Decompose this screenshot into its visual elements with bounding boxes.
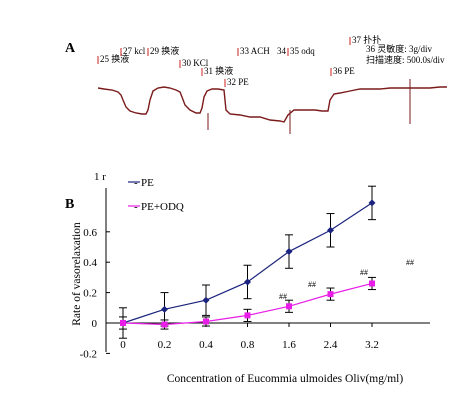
significance-marker: ## (279, 292, 287, 301)
significance-marker: ## (406, 258, 414, 267)
x-tick-label: 0.8 (241, 339, 255, 351)
legend: - PE - PE+ODQ (128, 177, 184, 213)
recorder-sensitivity: 36 灵敏度: 3g/div (366, 43, 433, 54)
annotation-35: 35 odq (290, 46, 315, 56)
stray-mark: 1 r (94, 171, 106, 183)
x-tick-label: 3.2 (365, 339, 379, 351)
y-tick-label: 0.2 (83, 288, 97, 300)
trace-spikes (207, 79, 411, 134)
annotation-33: 33 ACH (240, 46, 270, 56)
panel-b: B 1 r -0.2 0 0.2 0.4 0.6 0 0.2 0.4 0.8 1.6 2.4 3.2… (65, 171, 430, 385)
tension-trace (97, 86, 447, 123)
annotation-25: 25 换液 (100, 53, 129, 64)
y-ticks: -0.2 0 0.2 0.4 0.6 (80, 227, 110, 360)
y-axis: -0.2 0 0.2 0.4 0.6 (80, 188, 110, 360)
x-tick-label: 0.4 (199, 339, 213, 351)
data-point (327, 226, 334, 234)
data-point (286, 303, 292, 310)
legend-label-pe-odq: - (134, 201, 138, 213)
data-point (369, 280, 375, 287)
annotation-32: 32 PE (227, 77, 249, 87)
x-tick-label: 0.2 (158, 339, 172, 351)
panel-a: A 25 换液 27 kcl 29 换液 30 KCl 31 换液 32 PE … (65, 34, 447, 134)
y-tick-label: 0 (92, 318, 98, 330)
annotation-31: 31 换液 (204, 65, 233, 76)
data-point (203, 318, 209, 325)
annotation-37: 37 扑扑 (352, 34, 381, 45)
x-tick-label: 1.6 (282, 339, 296, 351)
annotation-36: 36 PE (333, 66, 355, 76)
data-point (244, 278, 251, 286)
x-axis-title: Concentration of Eucommia ulmoides Oliv(… (167, 373, 404, 385)
y-tick-label: 0.6 (83, 227, 97, 239)
x-tick-label: 2.4 (324, 339, 338, 351)
data-point (244, 312, 251, 319)
x-tick-label: 0 (120, 339, 126, 351)
annotation-markers (97, 37, 351, 87)
annotation-30: 30 KCl (182, 58, 209, 68)
recorder-sweep-speed: 扫描速度: 500.0s/div (366, 54, 445, 65)
plot-area: ## ## ## ## (119, 185, 414, 339)
annotation-27: 27 kcl (123, 46, 146, 56)
legend-label-pe: - (134, 177, 138, 189)
x-axis: 0 0.2 0.4 0.8 1.6 2.4 3.2 (106, 322, 430, 351)
annotation-29: 29 换液 (150, 45, 179, 56)
data-point (161, 305, 168, 313)
data-point (120, 320, 126, 326)
data-point (202, 296, 210, 304)
data-point (161, 321, 168, 328)
annotation-34: 34 (277, 46, 287, 56)
data-point (285, 248, 293, 256)
series-pe-odq (119, 276, 376, 330)
y-tick-label: -0.2 (80, 348, 97, 360)
legend-entry-pe-odq: PE+ODQ (141, 201, 184, 213)
data-point (368, 199, 376, 207)
annotation-labels: 25 换液 27 kcl 29 换液 30 KCl 31 换液 32 PE 33… (100, 34, 445, 87)
y-axis-title: Rate of vasorelaxation (71, 222, 83, 326)
y-tick-label: 0.4 (83, 257, 97, 269)
significance-marker: ## (360, 268, 368, 277)
significance-marker: ## (308, 280, 316, 289)
data-point (327, 291, 334, 298)
panel-b-label: B (65, 197, 74, 212)
panel-a-label: A (65, 41, 76, 56)
legend-entry-pe: PE (141, 177, 154, 189)
